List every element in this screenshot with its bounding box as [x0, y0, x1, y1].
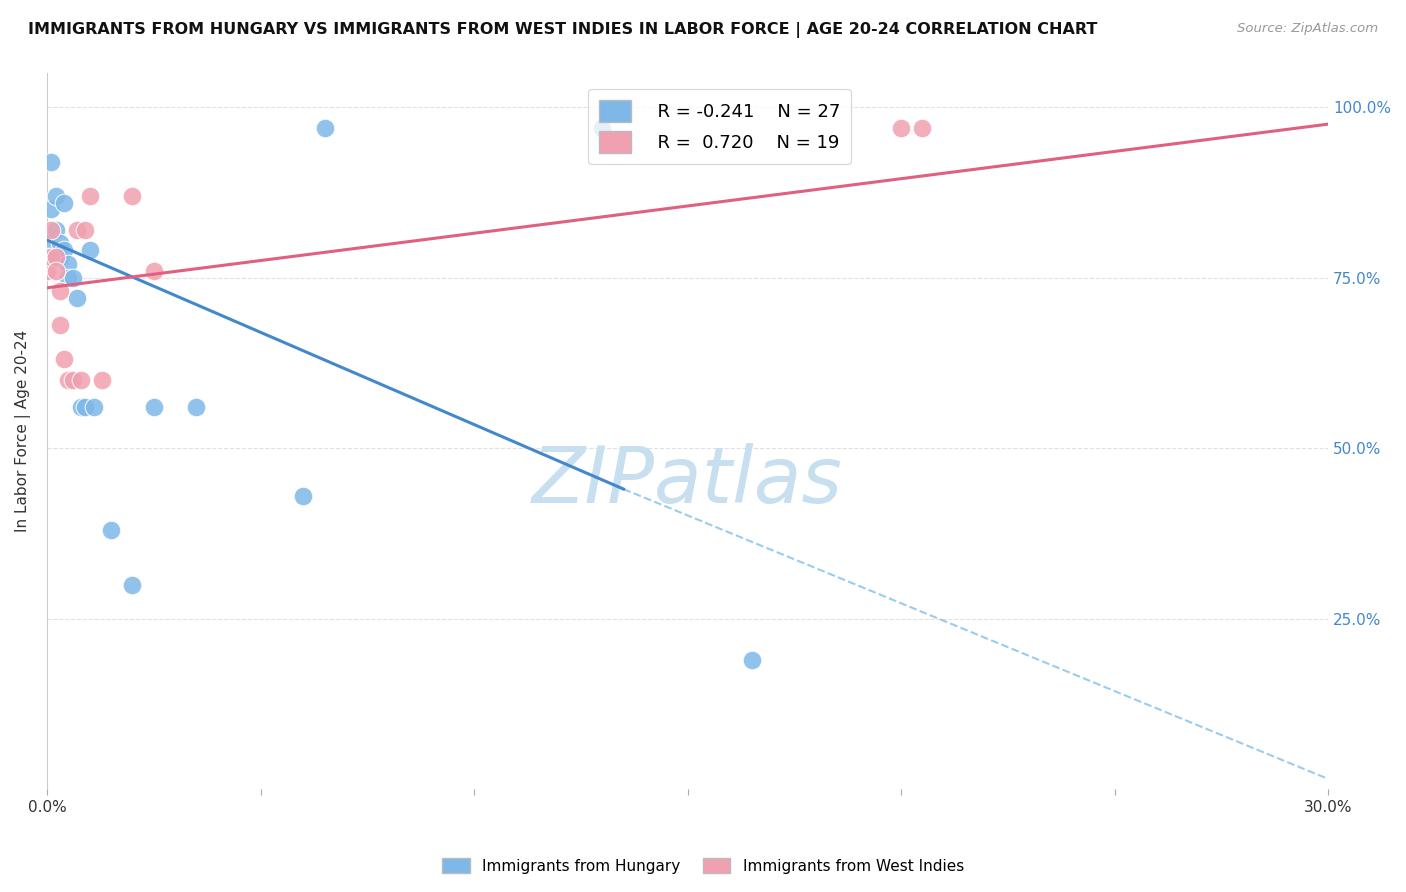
Text: Source: ZipAtlas.com: Source: ZipAtlas.com	[1237, 22, 1378, 36]
Point	[79, 188, 101, 202]
Point	[70, 373, 93, 387]
Point	[58, 373, 80, 387]
Point	[186, 400, 208, 414]
Point	[91, 373, 114, 387]
Point	[44, 188, 66, 202]
Point	[314, 120, 336, 135]
Point	[75, 223, 97, 237]
Point	[53, 195, 76, 210]
Point	[62, 270, 84, 285]
Legend: Immigrants from Hungary, Immigrants from West Indies: Immigrants from Hungary, Immigrants from…	[436, 852, 970, 880]
Text: ZIPatlas: ZIPatlas	[531, 443, 844, 519]
Point	[35, 264, 58, 278]
Point	[100, 523, 122, 537]
Point	[44, 264, 66, 278]
Point	[35, 236, 58, 251]
Point	[79, 244, 101, 258]
Point	[58, 257, 80, 271]
Point	[49, 250, 72, 264]
Point	[49, 236, 72, 251]
Point	[66, 223, 89, 237]
Point	[49, 285, 72, 299]
Point	[121, 188, 143, 202]
Point	[70, 400, 93, 414]
Point	[75, 400, 97, 414]
Point	[292, 489, 315, 503]
Point	[49, 318, 72, 333]
Point	[62, 373, 84, 387]
Legend:   R = -0.241    N = 27,   R =  0.720    N = 19: R = -0.241 N = 27, R = 0.720 N = 19	[588, 89, 851, 164]
Point	[142, 400, 165, 414]
Point	[58, 270, 80, 285]
Point	[39, 202, 62, 217]
Point	[142, 264, 165, 278]
Y-axis label: In Labor Force | Age 20-24: In Labor Force | Age 20-24	[15, 330, 31, 533]
Point	[121, 577, 143, 591]
Point	[44, 223, 66, 237]
Point	[911, 120, 934, 135]
Point	[39, 154, 62, 169]
Point	[53, 352, 76, 367]
Point	[39, 250, 62, 264]
Point	[83, 400, 105, 414]
Point	[66, 291, 89, 305]
Point	[39, 223, 62, 237]
Point	[591, 120, 613, 135]
Point	[35, 250, 58, 264]
Point	[890, 120, 912, 135]
Point	[741, 652, 763, 666]
Point	[44, 250, 66, 264]
Text: IMMIGRANTS FROM HUNGARY VS IMMIGRANTS FROM WEST INDIES IN LABOR FORCE | AGE 20-2: IMMIGRANTS FROM HUNGARY VS IMMIGRANTS FR…	[28, 22, 1098, 38]
Point	[53, 244, 76, 258]
Point	[591, 120, 613, 135]
